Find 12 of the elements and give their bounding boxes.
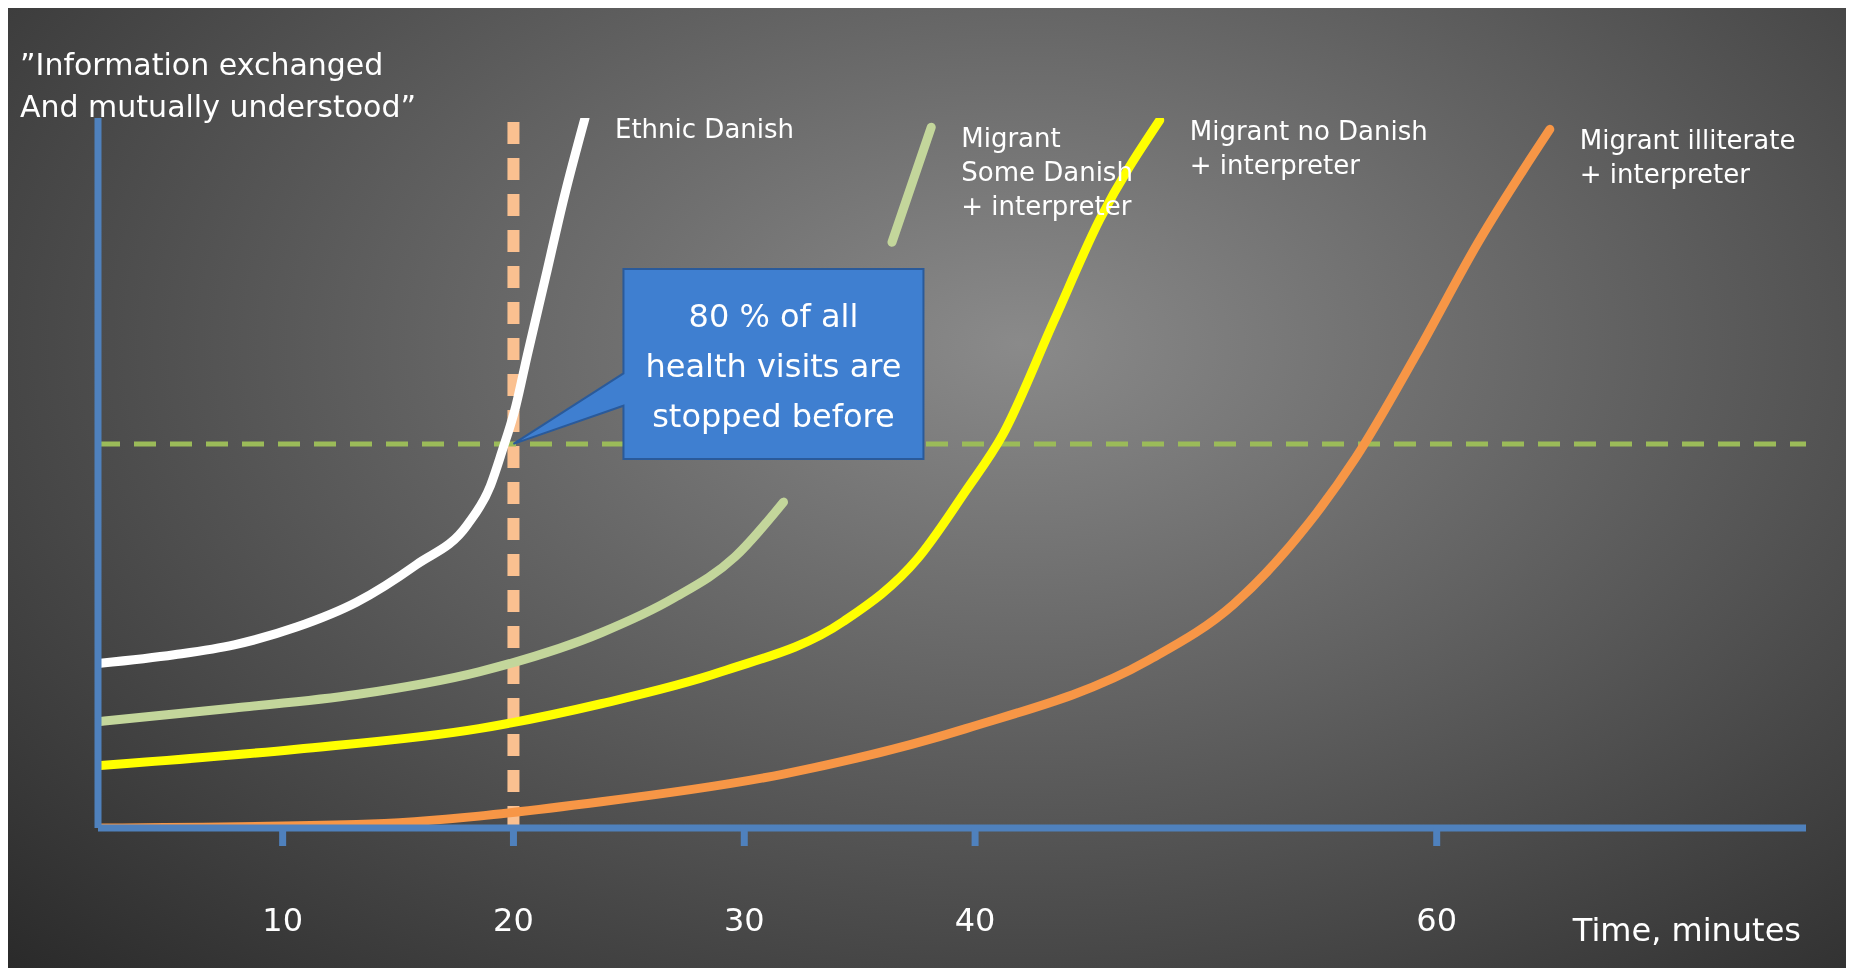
x-tick-label: 10 xyxy=(262,900,304,939)
x-tick-label: 40 xyxy=(954,900,996,939)
callout-box: 80 % of all health visits are stopped before xyxy=(512,267,925,460)
x-tick-label: 60 xyxy=(1416,900,1458,939)
y-axis-title: ”Information exchanged And mutually understood” xyxy=(20,46,417,126)
x-tick-label: 20 xyxy=(493,900,534,939)
series-label: Ethnic Danish xyxy=(615,114,795,144)
series-label: Migrant illiterate + interpreter xyxy=(1579,125,1796,190)
x-tick-label: 30 xyxy=(723,900,765,939)
annotation: 80 % of all health visits are stopped before xyxy=(645,296,902,435)
series-label: Migrant no Danish + interpreter xyxy=(1189,116,1428,181)
x-axis-title: Time, minutes xyxy=(1571,911,1801,949)
